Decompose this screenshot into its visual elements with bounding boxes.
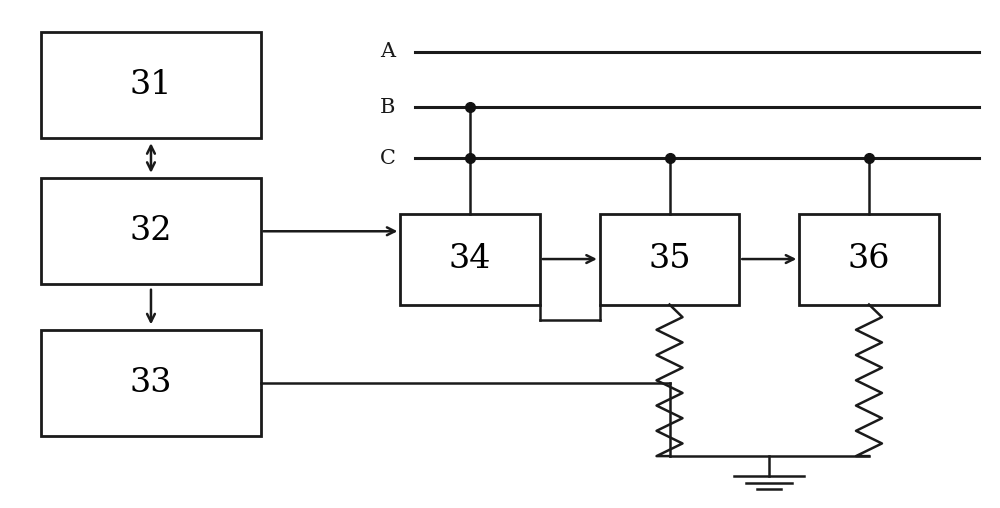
- FancyBboxPatch shape: [799, 213, 939, 304]
- Text: 34: 34: [449, 243, 491, 275]
- FancyBboxPatch shape: [400, 213, 540, 304]
- Text: 36: 36: [848, 243, 890, 275]
- FancyBboxPatch shape: [41, 330, 261, 436]
- FancyBboxPatch shape: [41, 31, 261, 138]
- Text: 33: 33: [130, 367, 172, 399]
- FancyBboxPatch shape: [41, 178, 261, 284]
- FancyBboxPatch shape: [600, 213, 739, 304]
- Text: A: A: [380, 42, 395, 61]
- Text: 35: 35: [648, 243, 691, 275]
- Text: 31: 31: [130, 69, 172, 101]
- Text: B: B: [380, 98, 395, 117]
- Text: C: C: [379, 148, 395, 168]
- Text: 32: 32: [130, 215, 172, 247]
